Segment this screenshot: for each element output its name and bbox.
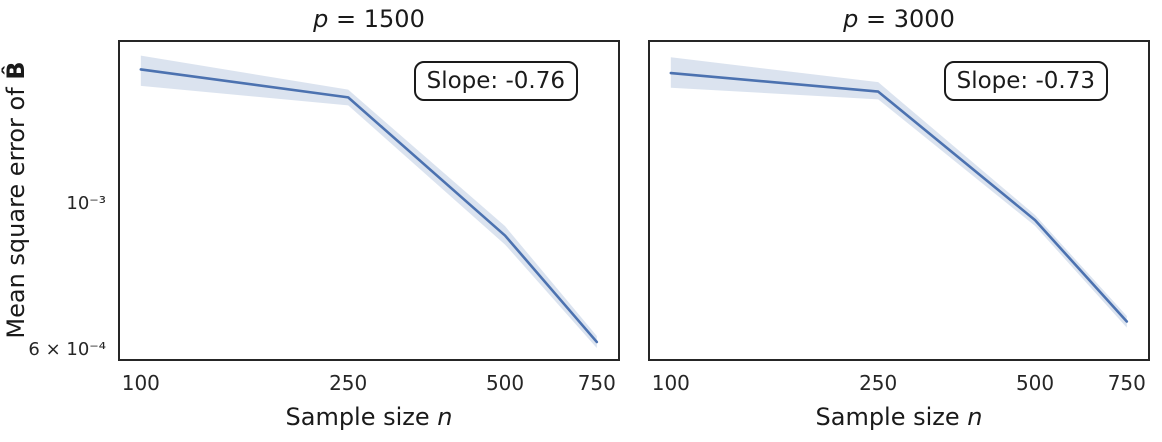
slope-annotation: Slope: -0.76 — [413, 61, 578, 101]
x-tick-250: 250 — [329, 371, 368, 395]
x-tick-500: 500 — [485, 371, 525, 395]
title-value: = 3000 — [858, 5, 955, 33]
mse-line — [669, 71, 1129, 323]
x-tick-500: 500 — [1015, 371, 1055, 395]
subplot-p-1500: p = 1500 Slope: -0.76 10⁻³ 6 × 10⁻⁴ 100 … — [28, 5, 620, 431]
title-variable: p — [843, 5, 859, 33]
n-symbol: n — [437, 403, 453, 431]
n-symbol: n — [967, 403, 983, 431]
subplot-title: p = 1500 — [118, 4, 620, 34]
b-hat-symbol: B̂ — [2, 61, 30, 80]
mse-line — [139, 68, 599, 344]
x-tick-750: 750 — [1107, 371, 1146, 395]
plot-area — [118, 40, 620, 361]
x-tick-750: 750 — [577, 371, 616, 395]
y-axis-label: Mean square error of B̂ — [2, 61, 30, 338]
title-value: = 1500 — [328, 5, 425, 33]
title-variable: p — [313, 5, 329, 33]
x-axis-label: Sample size n — [648, 402, 1150, 432]
plot-area — [648, 40, 1150, 361]
x-tick-100: 100 — [651, 371, 690, 395]
subplot-p-3000: p = 3000 Slope: -0.73 100 250 500 750 Sa… — [648, 5, 1150, 431]
x-tick-100: 100 — [121, 371, 160, 395]
plot-border — [648, 40, 1150, 361]
y-tick-1e-3: 10⁻³ — [66, 193, 106, 215]
subplot-title: p = 3000 — [648, 4, 1150, 34]
confidence-band — [670, 57, 1127, 328]
y-axis-label-text: Mean square error of — [2, 79, 30, 339]
x-axis-label: Sample size n — [118, 402, 620, 432]
x-axis-label-text: Sample size — [815, 403, 968, 431]
slope-annotation: Slope: -0.73 — [943, 61, 1108, 101]
y-tick-6e-4: 6 × 10⁻⁴ — [28, 339, 106, 361]
plot-border — [118, 40, 620, 361]
x-tick-250: 250 — [859, 371, 898, 395]
x-axis-label-text: Sample size — [285, 403, 438, 431]
